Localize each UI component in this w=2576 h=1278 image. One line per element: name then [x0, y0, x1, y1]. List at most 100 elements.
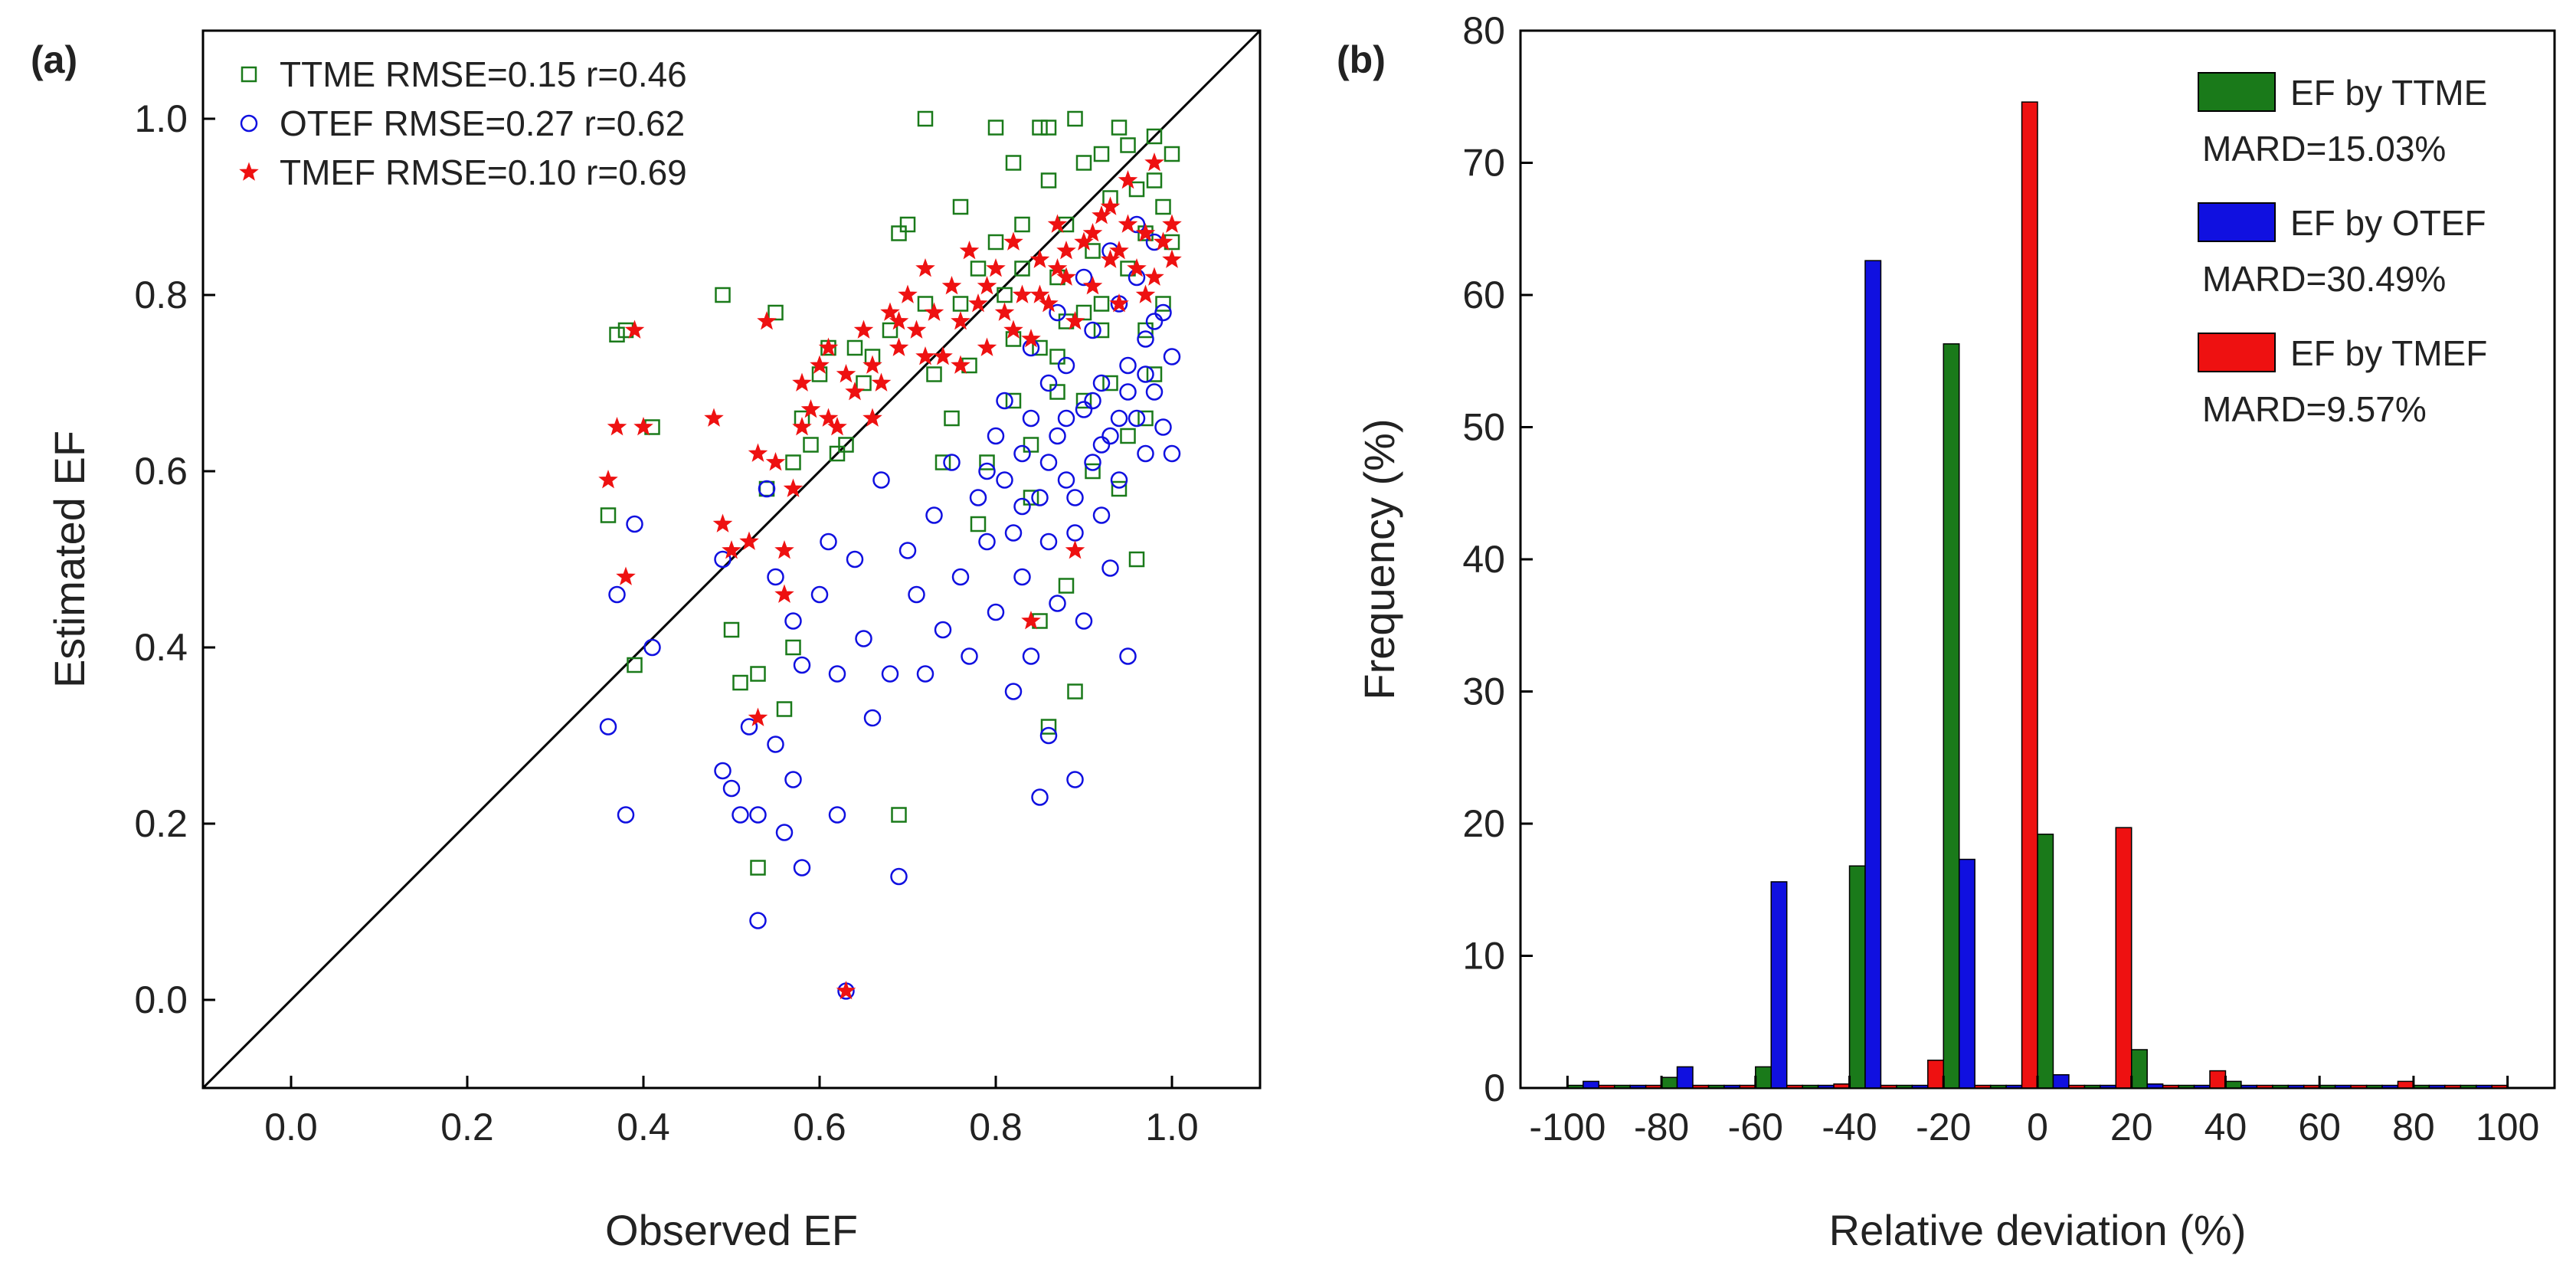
ttme-legend-swatch — [2198, 72, 2276, 112]
one-to-one-line — [201, 29, 1262, 1090]
tmef-bar — [2021, 101, 2038, 1089]
y-tick-label: 50 — [1462, 406, 1505, 449]
ttme-point — [987, 234, 1004, 251]
ttme-bar — [2319, 1084, 2336, 1089]
otef-point — [1137, 444, 1154, 463]
tmef-point — [1127, 258, 1147, 277]
tmef-point — [862, 355, 882, 374]
ttme-point — [785, 454, 801, 470]
ttme-point — [829, 445, 846, 462]
tmef-point — [1092, 205, 1111, 224]
otef-point — [1039, 726, 1058, 745]
ttme-bar-series — [1566, 343, 2477, 1089]
ttme-bar — [1896, 1084, 1913, 1089]
otef-point — [775, 824, 794, 841]
ttme-point — [979, 454, 995, 470]
otef-bar — [1817, 1084, 1835, 1089]
y-tick-label: 0.6 — [134, 450, 188, 493]
tmef-point — [1100, 249, 1121, 268]
y-tick-label: 30 — [1462, 670, 1505, 713]
y-axis-title: Estimated EF — [45, 431, 93, 688]
x-tick-label: 1.0 — [1145, 1106, 1199, 1149]
otef-bar — [1629, 1084, 1647, 1089]
y-tick-label: 10 — [1462, 935, 1505, 978]
tmef-point — [1003, 320, 1023, 339]
tmef-point — [1100, 196, 1121, 215]
otef-point — [1119, 647, 1137, 665]
x-axis-ticks: 0.0 0.2 0.4 0.6 0.8 1.0 — [264, 1076, 1199, 1149]
tmef-point — [1144, 152, 1164, 172]
tmef-point — [889, 337, 909, 356]
otef-point — [1049, 595, 1066, 612]
tmef-point — [1039, 293, 1059, 313]
otef-bar — [2100, 1084, 2117, 1089]
otef-point — [1154, 418, 1172, 436]
x-tick-label: -60 — [1728, 1106, 1783, 1149]
ttme-point — [750, 666, 766, 682]
ttme-point — [882, 322, 898, 339]
otef-legend-stat: MARD=30.49% — [2202, 259, 2446, 299]
otef-point — [1066, 489, 1084, 506]
otef-series — [599, 215, 1181, 1000]
ttme-point — [1120, 428, 1136, 444]
tmef-point — [1012, 284, 1033, 303]
otef-point — [1110, 471, 1128, 489]
tmef-point — [1029, 284, 1050, 303]
ttme-point — [600, 507, 617, 523]
ttme-point — [1049, 384, 1065, 400]
ttme-point — [1093, 322, 1110, 339]
otef-legend-label: EF by OTEF — [2290, 203, 2486, 243]
tmef-legend-marker — [239, 162, 259, 181]
tmef-point — [1074, 231, 1094, 251]
otef-point — [1039, 454, 1058, 471]
x-axis-title: Relative deviation (%) — [1829, 1206, 2247, 1254]
ttme-point — [1075, 304, 1092, 321]
y-tick-label: 1.0 — [134, 97, 188, 140]
otef-point — [1110, 409, 1128, 428]
tmef-bar — [2491, 1084, 2509, 1089]
tmef-point — [1047, 258, 1068, 277]
otef-legend-swatch — [2198, 202, 2276, 242]
y-axis-ticks: 0.0 0.2 0.4 0.6 0.8 1.0 — [134, 97, 215, 1021]
tmef-point — [1021, 611, 1041, 630]
otef-point — [1013, 568, 1031, 586]
ttme-bar — [2365, 1084, 2383, 1089]
ttme-point — [1040, 719, 1057, 735]
y-tick-label: 0.0 — [134, 978, 188, 1021]
otef-point — [898, 542, 917, 559]
x-tick-label: 0.2 — [440, 1106, 494, 1149]
tmef-bar — [1645, 1084, 1662, 1089]
ttme-bar — [2224, 1080, 2242, 1089]
ttme-point — [768, 304, 784, 321]
ttme-point — [891, 807, 907, 823]
otef-point — [1128, 409, 1146, 428]
otef-point — [1119, 356, 1137, 375]
otef-bar — [1583, 1080, 1600, 1089]
otef-point — [1049, 427, 1066, 445]
ttme-point — [750, 860, 766, 876]
tmef-bar-series — [1598, 101, 2509, 1089]
ttme-point — [1093, 146, 1110, 162]
ttme-point — [627, 657, 643, 673]
ttme-point — [1137, 410, 1154, 427]
ttme-legend-stat: MARD=15.03% — [2202, 129, 2446, 169]
otef-bar — [2193, 1084, 2211, 1089]
otef-point — [1066, 524, 1084, 542]
scatter-panel: (a) 0.0 0.2 0.4 0.6 0.8 1.0 0.0 0.2 0.4 0.6 0.8 1.… — [31, 29, 1262, 1254]
otef-point — [1022, 409, 1040, 428]
otef-point — [749, 912, 767, 929]
otef-point — [1075, 401, 1093, 418]
tmef-point — [774, 584, 794, 603]
otef-point — [987, 603, 1005, 621]
tmef-point — [1065, 311, 1085, 330]
otef-bar — [2052, 1074, 2070, 1089]
ttme-bar — [2460, 1084, 2477, 1089]
otef-point — [1049, 303, 1066, 322]
x-axis-title: Observed EF — [605, 1206, 858, 1254]
tmef-point — [633, 417, 653, 436]
ttme-point — [1164, 146, 1180, 162]
tmef-point — [800, 399, 821, 418]
otef-point — [1154, 303, 1172, 322]
otef-point — [1004, 683, 1023, 700]
ttme-point — [1023, 437, 1039, 453]
